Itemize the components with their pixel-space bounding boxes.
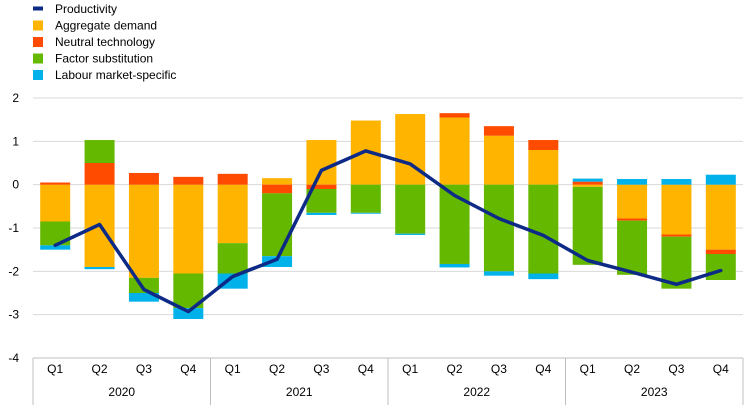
bar-factor-substitution [395, 184, 426, 234]
bar-factor-substitution [84, 140, 115, 163]
legend-swatch-factor_substitution [33, 53, 43, 64]
bar-aggregate-demand [617, 184, 648, 219]
y-tick-label: 1 [12, 134, 19, 148]
bar-aggregate-demand [439, 117, 470, 185]
bar-labour-market-specific [483, 271, 514, 276]
legend: Productivity Aggregate demand Neutral tech… [33, 2, 176, 82]
y-tick-label: -2 [8, 264, 19, 278]
bar-neutral-technology [40, 182, 71, 185]
bar-neutral-technology [617, 218, 648, 221]
bar-labour-market-specific [661, 179, 692, 185]
x-tick-label-quarter: Q4 [713, 362, 729, 376]
bar-factor-substitution [483, 184, 514, 272]
x-tick-label-quarter: Q4 [535, 362, 551, 376]
legend-label-neutral_technology: Neutral technology [55, 35, 155, 49]
productivity-line [53, 149, 723, 314]
bar-factor-substitution [439, 184, 470, 264]
bar-labour-market-specific [40, 245, 71, 250]
bar-labour-market-specific [306, 212, 337, 215]
legend-swatch-labour_market_specific [33, 70, 43, 80]
bar-factor-substitution [40, 221, 71, 246]
bar-factor-substitution [217, 243, 248, 274]
bar-labour-market-specific [395, 233, 426, 235]
bar-neutral-technology [262, 184, 293, 194]
bar-aggregate-demand [705, 184, 736, 250]
bar-labour-market-specific [617, 179, 648, 185]
bar-labour-market-specific [439, 263, 470, 268]
legend-swatch-productivity [33, 6, 43, 11]
bar-labour-market-specific [84, 267, 115, 270]
bar-labour-market-specific [217, 273, 248, 289]
bar-labour-market-specific [128, 293, 159, 302]
x-tick-label-quarter: Q1 [580, 362, 596, 376]
x-tick-label-quarter: Q4 [180, 362, 196, 376]
bar-neutral-technology [173, 176, 204, 185]
y-tick-label: 2 [12, 91, 19, 105]
legend-label-labour_market_specific: Labour market-specific [55, 68, 176, 82]
x-tick-label-quarter: Q1 [225, 362, 241, 376]
bar-factor-substitution [705, 254, 736, 280]
y-tick-label: -3 [8, 308, 19, 322]
x-tick-label-quarter: Q2 [92, 362, 108, 376]
bar-neutral-technology [84, 163, 115, 185]
y-tick-label: -1 [8, 221, 19, 235]
x-tick-label-quarter: Q2 [624, 362, 640, 376]
bar-neutral-technology [705, 249, 736, 254]
bar-labour-market-specific [572, 178, 603, 182]
bar-aggregate-demand [528, 150, 559, 185]
bar-aggregate-demand [40, 184, 71, 222]
legend-label-factor_substitution: Factor substitution [55, 52, 153, 66]
x-tick-label-quarter: Q1 [402, 362, 418, 376]
bar-neutral-technology [661, 234, 692, 237]
bar-aggregate-demand [306, 140, 337, 185]
bar-neutral-technology [572, 181, 603, 185]
bar-aggregate-demand [262, 178, 293, 185]
x-tick-label-quarter: Q4 [358, 362, 374, 376]
legend-label-aggregate_demand: Aggregate demand [55, 19, 157, 33]
bar-factor-substitution [528, 184, 559, 274]
bar-neutral-technology [483, 126, 514, 136]
bar-factor-substitution [306, 189, 337, 213]
bar-aggregate-demand [661, 184, 692, 235]
legend-swatch-neutral_technology [33, 37, 43, 47]
axes: 2 1 0 -1 -2 -3 -4 Q1 Q2 Q3 Q4 Q1 Q2 Q3 Q4 Q1 Q2 Q3 Q4 Q1 Q2 Q… [8, 91, 744, 405]
legend-swatch-aggregate_demand [33, 20, 43, 31]
x-tick-label-year: 2020 [108, 385, 135, 399]
x-tick-label-quarter: Q2 [447, 362, 463, 376]
bar-aggregate-demand [217, 184, 248, 244]
bar-labour-market-specific [173, 308, 204, 319]
legend-label-productivity: Productivity [55, 2, 117, 16]
x-tick-label-quarter: Q3 [668, 362, 684, 376]
x-tick-label-quarter: Q2 [269, 362, 285, 376]
bar-aggregate-demand [395, 114, 426, 185]
bar-neutral-technology [528, 140, 559, 150]
x-tick-label-year: 2022 [463, 385, 490, 399]
bar-labour-market-specific [262, 256, 293, 267]
y-tick-label: -4 [8, 351, 19, 365]
x-tick-label-quarter: Q3 [136, 362, 152, 376]
x-tick-label-quarter: Q3 [313, 362, 329, 376]
bar-aggregate-demand [128, 184, 159, 278]
bar-aggregate-demand [483, 135, 514, 185]
x-tick-label-year: 2023 [641, 385, 668, 399]
bar-neutral-technology [217, 173, 248, 185]
x-tick-label-quarter: Q3 [491, 362, 507, 376]
y-tick-label: 0 [12, 178, 19, 192]
bar-aggregate-demand [173, 184, 204, 274]
x-tick-label-year: 2021 [286, 385, 313, 399]
bar-neutral-technology [439, 113, 470, 118]
bar-factor-substitution [617, 220, 648, 275]
bar-factor-substitution [572, 186, 603, 265]
bar-neutral-technology [128, 172, 159, 185]
bar-labour-market-specific [350, 212, 381, 214]
x-tick-label-quarter: Q1 [47, 362, 63, 376]
bar-neutral-technology [306, 184, 337, 189]
bar-labour-market-specific [705, 174, 736, 185]
bar-aggregate-demand [572, 184, 603, 187]
bar-factor-substitution [262, 193, 293, 257]
series-line-productivity [53, 149, 723, 314]
bar-factor-substitution [350, 184, 381, 213]
bar-labour-market-specific [528, 273, 559, 280]
